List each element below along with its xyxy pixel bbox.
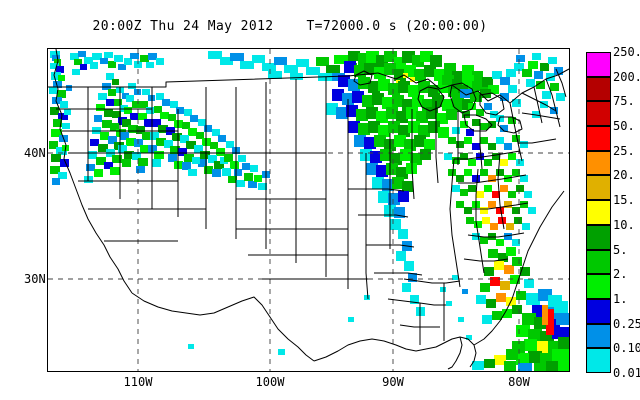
colorbar-swatch-2 bbox=[586, 101, 611, 127]
precip-great-lakes bbox=[442, 69, 516, 102]
map-boundaries bbox=[48, 49, 569, 370]
precip-carolinas bbox=[476, 247, 534, 324]
xtick-label-100w: 100W bbox=[255, 375, 285, 389]
colorbar-label-9: 2. bbox=[613, 267, 628, 282]
map-plot-area bbox=[47, 48, 570, 372]
colorbar-swatch-8 bbox=[586, 249, 611, 275]
precip-field bbox=[49, 51, 569, 371]
colorbar-label-1: 200. bbox=[613, 69, 640, 84]
precip-washington-oregon bbox=[70, 51, 164, 75]
colorbar-label-0: 250. bbox=[613, 45, 640, 59]
colorbar-label-3: 50. bbox=[613, 119, 635, 134]
page-title: 20:00Z Thu 24 May 2012 T=72000.0 s (20:0… bbox=[92, 19, 488, 34]
xtick-label-110w: 110W bbox=[123, 375, 153, 389]
colorbar-swatch-4 bbox=[586, 150, 611, 176]
colorbar-swatch-12 bbox=[586, 348, 611, 373]
ytick-label-40n: 40N bbox=[24, 146, 46, 160]
colorbar-label-12: 0.10 bbox=[613, 341, 640, 356]
colorbar-label-2: 75. bbox=[613, 94, 635, 109]
colorbar-swatch-1 bbox=[586, 76, 611, 102]
xtick-label-80w: 80W bbox=[508, 375, 530, 389]
ytick-label-30n: 30N bbox=[24, 272, 46, 286]
colorbar-label-5: 20. bbox=[613, 168, 635, 183]
colorbar-label-11: 0.25 bbox=[613, 316, 640, 331]
colorbar-swatch-5 bbox=[586, 175, 611, 201]
colorbar-swatch-10 bbox=[586, 298, 611, 324]
colorbar-label-4: 25. bbox=[613, 143, 635, 158]
colorbar-swatch-11 bbox=[586, 323, 611, 349]
colorbar-swatch-0 bbox=[586, 52, 611, 77]
precipitation-map bbox=[48, 49, 569, 371]
colorbar-label-6: 15. bbox=[613, 193, 635, 208]
colorbar-swatch-7 bbox=[586, 224, 611, 250]
xtick-label-90w: 90W bbox=[382, 375, 404, 389]
precip-pacific-northwest bbox=[49, 51, 72, 185]
colorbar-label-13: 0.01 bbox=[613, 366, 640, 380]
colorbar bbox=[586, 52, 611, 373]
precip-atlantic-offshore bbox=[472, 289, 569, 371]
colorbar-label-8: 5. bbox=[613, 242, 628, 257]
precip-florida-isolated bbox=[440, 275, 472, 340]
colorbar-swatch-9 bbox=[586, 274, 611, 299]
colorbar-label-10: 1. bbox=[613, 291, 628, 306]
colorbar-swatch-3 bbox=[586, 126, 611, 151]
colorbar-label-7: 10. bbox=[613, 217, 635, 232]
colorbar-swatch-6 bbox=[586, 200, 611, 225]
